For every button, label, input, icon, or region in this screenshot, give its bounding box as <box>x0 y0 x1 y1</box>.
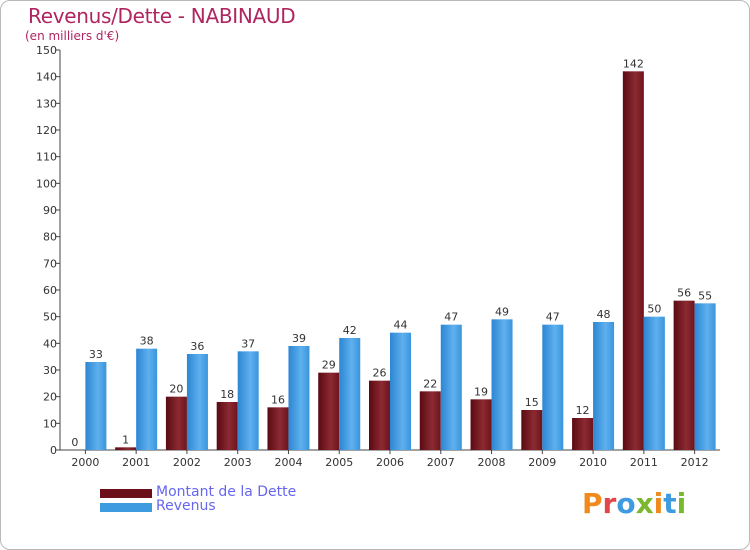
bar-revenus <box>390 332 411 450</box>
logo-letter: r <box>602 487 617 520</box>
y-tick-label: 90 <box>43 204 57 217</box>
x-tick-label: 2002 <box>173 456 201 469</box>
data-label-dette: 22 <box>423 377 437 390</box>
logo-letter: P <box>582 487 603 520</box>
data-label-dette: 16 <box>271 393 285 406</box>
logo-letter: x <box>635 487 654 520</box>
x-tick-label: 2005 <box>325 456 353 469</box>
y-tick-label: 60 <box>43 284 57 297</box>
data-label-dette: 20 <box>169 383 183 396</box>
data-label-revenus: 50 <box>647 303 661 316</box>
chart-subtitle: (en milliers d'€) <box>25 29 120 43</box>
data-label-revenus: 55 <box>698 289 712 302</box>
y-tick-label: 110 <box>36 151 57 164</box>
data-labels-group: 0 33 1 38 20 36 18 37 16 39 29 42 26 44 22 47 19 49 15 47 12… <box>71 57 712 449</box>
bar-dette <box>521 410 543 450</box>
bar-revenus <box>288 346 310 450</box>
logo-letter: o <box>616 487 636 520</box>
logo-letter: i <box>676 487 687 520</box>
y-tick-label: 10 <box>43 417 57 430</box>
data-label-revenus: 39 <box>292 332 306 345</box>
data-label-dette: 142 <box>623 57 644 70</box>
x-tick-label: 2000 <box>71 456 99 469</box>
y-tick-label: 50 <box>43 311 57 324</box>
y-tick-label: 100 <box>36 177 57 190</box>
data-label-dette: 15 <box>525 396 539 409</box>
bar-revenus <box>694 303 716 450</box>
bar-dette <box>318 372 340 450</box>
bar-revenus <box>237 351 259 450</box>
bar-revenus <box>85 362 107 450</box>
bar-dette <box>216 402 238 450</box>
x-tick-label: 2003 <box>224 456 252 469</box>
y-tick-label: 20 <box>43 391 57 404</box>
y-tick-label: 140 <box>36 71 57 84</box>
y-tick-label: 150 <box>36 44 57 57</box>
bar-revenus <box>593 322 615 450</box>
data-label-revenus: 33 <box>89 348 103 361</box>
data-label-dette: 18 <box>220 388 234 401</box>
logo-letter: i <box>653 487 664 520</box>
bar-dette <box>419 391 441 450</box>
legend-swatch-revenus <box>100 503 152 512</box>
x-tick-label: 2001 <box>122 456 150 469</box>
bar-revenus <box>186 354 208 450</box>
bar-revenus <box>491 319 513 450</box>
bar-revenus <box>440 324 462 450</box>
data-label-revenus: 42 <box>343 324 357 337</box>
chart-title: Revenus/Dette - NABINAUD <box>28 4 296 28</box>
y-tick-label: 40 <box>43 337 57 350</box>
x-tick-label: 2004 <box>274 456 302 469</box>
x-tick-label: 2008 <box>478 456 506 469</box>
data-label-revenus: 48 <box>597 308 611 321</box>
x-tick-label: 2010 <box>579 456 607 469</box>
y-tick-label: 80 <box>43 231 57 244</box>
bar-dette <box>165 396 187 450</box>
legend-label-revenus: Revenus <box>156 498 216 514</box>
bar-chart: 0102030405060708090100110120130140150200… <box>36 44 720 469</box>
data-label-dette: 1 <box>122 433 129 446</box>
data-label-revenus: 47 <box>546 311 560 324</box>
bar-revenus <box>542 324 564 450</box>
bar-dette <box>470 399 492 450</box>
bar-dette <box>369 380 390 450</box>
bars-group <box>85 71 716 450</box>
bar-dette <box>115 447 137 450</box>
data-label-revenus: 49 <box>495 305 509 318</box>
bar-dette <box>267 407 289 450</box>
data-label-dette: 26 <box>373 367 387 380</box>
bar-dette <box>622 71 644 450</box>
legend-swatch-debt <box>100 489 152 498</box>
y-tick-label: 0 <box>50 444 57 457</box>
x-tick-label: 2009 <box>528 456 556 469</box>
data-label-revenus: 47 <box>444 311 458 324</box>
data-label-dette: 29 <box>322 359 336 372</box>
x-tick-label: 2006 <box>376 456 404 469</box>
data-label-revenus: 37 <box>241 337 255 350</box>
x-tick-label: 2012 <box>681 456 709 469</box>
legend-label-debt: Montant de la Dette <box>156 484 297 500</box>
bar-dette <box>673 300 695 450</box>
x-tick-label: 2007 <box>427 456 455 469</box>
bar-revenus <box>136 348 158 450</box>
data-label-revenus: 36 <box>190 340 204 353</box>
y-tick-label: 30 <box>43 364 57 377</box>
data-label-dette: 19 <box>474 385 488 398</box>
bar-revenus <box>339 338 361 450</box>
data-label-revenus: 44 <box>394 319 408 332</box>
bar-revenus <box>643 316 665 450</box>
x-tick-label: 2011 <box>630 456 658 469</box>
y-tick-label: 130 <box>36 97 57 110</box>
y-tick-label: 120 <box>36 124 57 137</box>
data-label-dette: 12 <box>576 404 590 417</box>
data-label-dette: 0 <box>71 436 78 449</box>
bar-dette <box>572 418 594 450</box>
logo-letter: t <box>663 487 677 520</box>
y-tick-label: 70 <box>43 257 57 270</box>
proxiti-logo: Proxiti <box>582 487 686 520</box>
data-label-revenus: 38 <box>140 335 154 348</box>
data-label-dette: 56 <box>677 287 691 300</box>
